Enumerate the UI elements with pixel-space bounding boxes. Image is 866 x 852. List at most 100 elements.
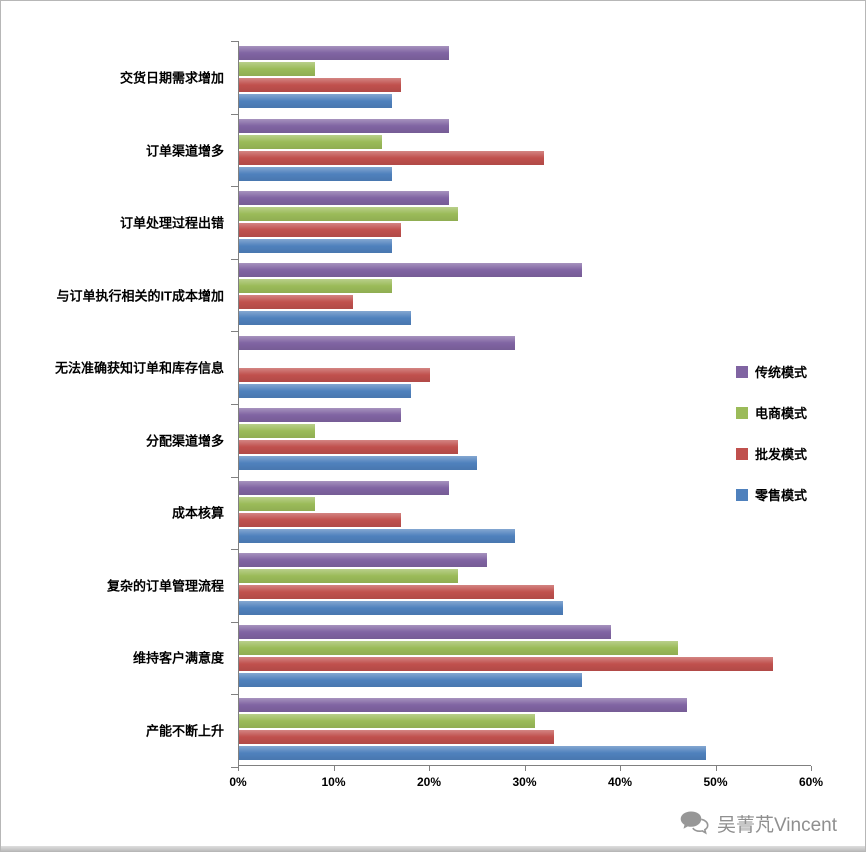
bar-电商模式 — [239, 62, 316, 77]
category-label: 维持客户满意度 — [132, 650, 224, 666]
legend-item: 电商模式 — [736, 403, 807, 422]
y-axis-ticks — [231, 41, 238, 768]
legend-item: 零售模式 — [736, 485, 807, 504]
bar-group — [239, 258, 811, 330]
bar-slot — [239, 206, 811, 221]
bar-批发模式 — [239, 729, 554, 744]
bar-slot — [239, 279, 811, 294]
bar-传统模式 — [239, 697, 688, 712]
y-axis-tick — [231, 113, 238, 115]
bar-slot — [239, 657, 811, 672]
y-axis-tick — [231, 404, 238, 405]
x-axis: 0% 10% 20% 30% 40% 50% 60% — [229, 766, 823, 798]
x-axis-label: 60% — [798, 775, 824, 789]
legend-label: 电商模式 — [755, 406, 808, 421]
bar-slot — [239, 568, 811, 583]
bar-批发模式 — [239, 295, 354, 310]
x-axis-label: 10% — [321, 775, 346, 789]
bar-slot — [239, 311, 811, 326]
bar-零售模式 — [239, 456, 478, 471]
bar-slot — [239, 118, 811, 133]
bar-零售模式 — [239, 383, 411, 398]
bar-group — [239, 186, 811, 258]
category-label: 订单处理过程出错 — [119, 215, 224, 231]
bar-slot — [239, 600, 811, 615]
bar-group — [239, 113, 811, 185]
bar-slot — [239, 641, 811, 656]
legend: 传统模式电商模式批发模式零售模式 — [736, 362, 807, 526]
x-axis-label: 30% — [512, 775, 537, 789]
bar-slot — [239, 408, 811, 423]
bar-group — [239, 693, 811, 765]
bar-电商模式 — [239, 496, 316, 511]
y-axis-tick — [231, 186, 238, 188]
bar-传统模式 — [239, 263, 583, 278]
y-axis-tick — [231, 549, 238, 551]
bar-传统模式 — [239, 552, 487, 567]
x-axis-label: 50% — [703, 775, 728, 789]
bar-group — [239, 41, 811, 113]
bar-group — [239, 548, 811, 620]
bar-slot — [239, 335, 811, 350]
bar-传统模式 — [239, 408, 402, 423]
bar-传统模式 — [239, 190, 449, 205]
legend-swatch — [736, 447, 748, 460]
bar-批发模式 — [239, 367, 430, 382]
bar-slot — [239, 729, 811, 744]
bar-电商模式 — [239, 713, 535, 728]
bar-slot — [239, 46, 811, 61]
bar-group — [239, 475, 811, 547]
y-axis-tick — [231, 41, 238, 42]
bar-group — [239, 620, 811, 692]
bar-slot — [239, 625, 811, 640]
bar-传统模式 — [239, 46, 449, 61]
x-axis-tick — [715, 766, 717, 771]
x-axis-tick — [524, 766, 526, 771]
bar-零售模式 — [239, 600, 564, 615]
legend-label: 零售模式 — [755, 488, 808, 503]
category-label: 产能不断上升 — [145, 723, 224, 739]
x-axis-tick — [333, 766, 335, 771]
category-axis: 交货日期需求增加 订单渠道增多 订单处理过程出错 与订单执行相关的IT成本增加 无法准确… — [1, 41, 230, 766]
bar-slot — [239, 295, 811, 310]
bar-group — [239, 403, 811, 475]
bar-slot — [239, 383, 811, 398]
bar-slot — [239, 456, 811, 471]
category-label: 与订单执行相关的IT成本增加 — [56, 288, 224, 304]
x-axis-label: 0% — [229, 775, 247, 789]
bar-slot — [239, 166, 811, 181]
category-label: 分配渠道增多 — [145, 433, 224, 449]
legend-label: 批发模式 — [755, 447, 808, 462]
bar-slot — [239, 496, 811, 511]
bar-slot — [239, 745, 811, 760]
y-axis-tick — [231, 258, 238, 260]
bar-slot — [239, 697, 811, 712]
bar-slot — [239, 352, 811, 366]
bar-slot — [239, 713, 811, 728]
bar-slot — [239, 584, 811, 599]
bar-slot — [239, 150, 811, 165]
bar-零售模式 — [239, 745, 707, 760]
bar-批发模式 — [239, 78, 402, 93]
bar-group — [239, 331, 811, 403]
watermark: 吴菁芃Vincent — [680, 810, 837, 837]
bar-电商模式 — [239, 641, 678, 656]
bar-电商模式 — [239, 279, 392, 294]
bar-批发模式 — [239, 150, 545, 165]
bar-slot — [239, 94, 811, 109]
bar-批发模式 — [239, 512, 402, 527]
bar-传统模式 — [239, 480, 449, 495]
legend-label: 传统模式 — [755, 365, 808, 380]
category-label: 无法准确获知订单和库存信息 — [54, 360, 224, 376]
bar-slot — [239, 673, 811, 688]
bar-电商模式 — [239, 206, 459, 221]
bar-传统模式 — [239, 625, 611, 640]
bar-slot — [239, 528, 811, 543]
chat-bubbles-icon — [680, 811, 709, 835]
category-label: 成本核算 — [171, 505, 224, 521]
bar-零售模式 — [239, 311, 411, 326]
category-label: 交货日期需求增加 — [119, 70, 224, 86]
bar-传统模式 — [239, 118, 449, 133]
bar-零售模式 — [239, 673, 583, 688]
bar-slot — [239, 78, 811, 93]
